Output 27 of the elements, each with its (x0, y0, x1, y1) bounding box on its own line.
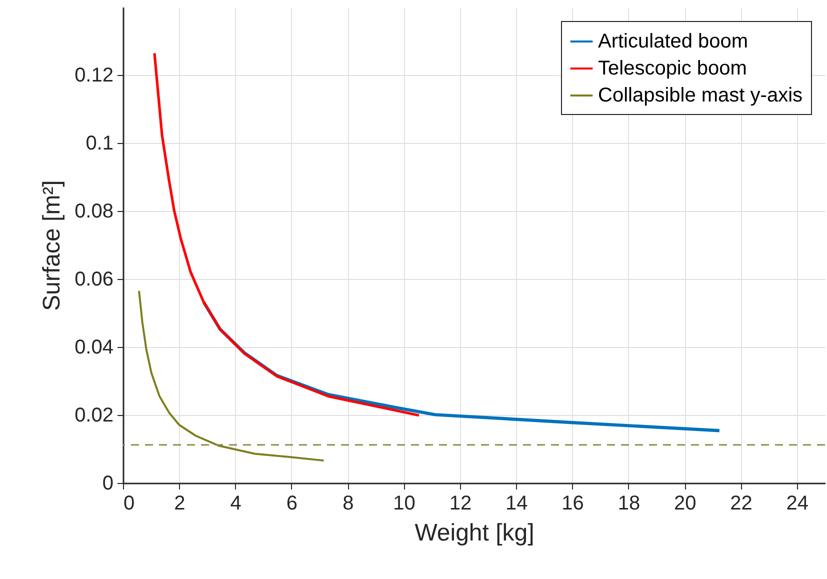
x-tick-label: 10 (393, 492, 416, 514)
line-series (153, 52, 420, 417)
x-tick-label: 14 (505, 492, 528, 514)
x-tick-label: 2 (174, 492, 186, 514)
legend-label: Telescopic boom (598, 58, 747, 80)
y-tick-label: 0.12 (74, 64, 114, 86)
y-tick-label: 0.06 (74, 268, 114, 290)
x-tick-label: 0 (124, 492, 135, 514)
x-tick-label: 12 (449, 492, 472, 514)
y-tick-label: 0.04 (74, 336, 114, 358)
y-axis-title: Surface [m²] (38, 180, 66, 311)
x-tick-label: 24 (786, 492, 809, 514)
y-tick-label: 0.1 (86, 132, 114, 154)
y-tick-label: 0.08 (74, 200, 114, 222)
legend-label: Collapsible mast y-axis (598, 84, 803, 106)
y-tick-label: 0.02 (74, 404, 114, 426)
x-axis-title: Weight [kg] (414, 520, 534, 546)
x-tick-label: 16 (562, 492, 584, 514)
x-tick-label: 20 (674, 492, 696, 514)
line-series (138, 290, 325, 462)
legend-label: Articulated boom (598, 30, 748, 52)
x-tick-label: 4 (230, 492, 242, 514)
x-tick-label: 22 (730, 492, 752, 514)
x-tick-label: 6 (286, 492, 298, 514)
x-tick-label: 18 (618, 492, 640, 514)
y-tick-label: 0 (102, 472, 114, 494)
x-tick-label: 8 (342, 492, 354, 514)
